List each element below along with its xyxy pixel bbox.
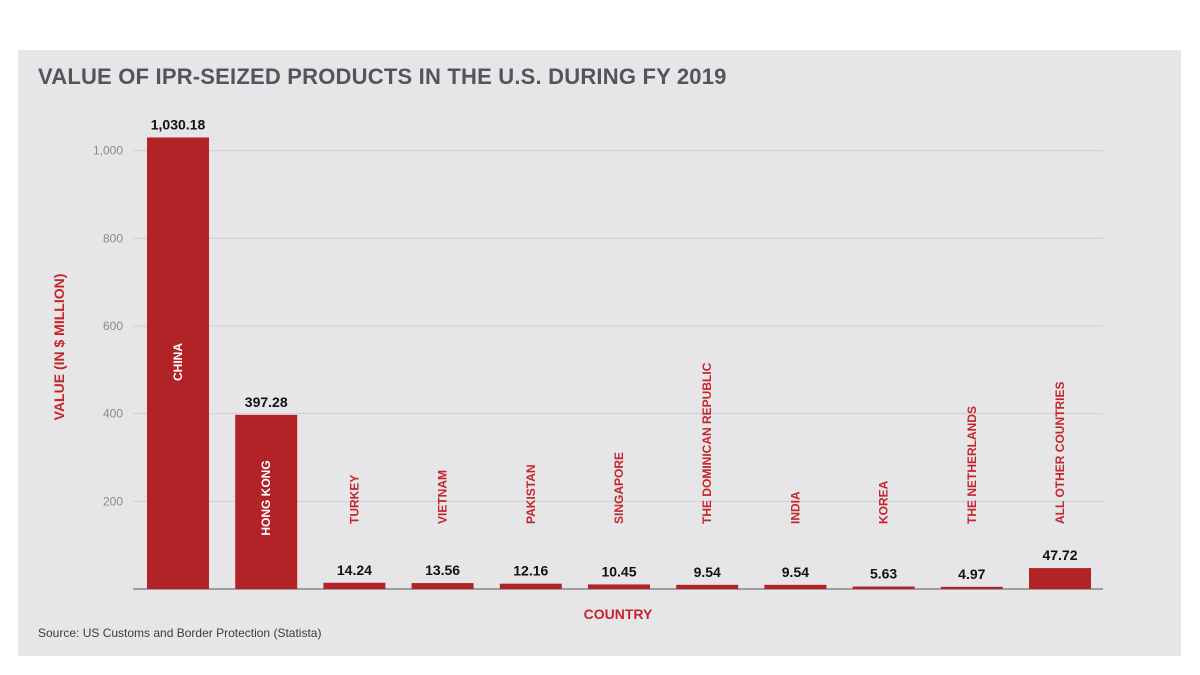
bar-pakistan (499, 583, 562, 589)
category-label-singapore: SINGAPORE (612, 452, 626, 524)
bar-india (764, 584, 827, 589)
bar-vietnam (411, 583, 474, 589)
y-tick-1000: 1,000 (93, 144, 123, 158)
bar-turkey (323, 582, 386, 589)
category-label-pakistan: PAKISTAN (524, 464, 538, 524)
category-label-vietnam: VIETNAM (436, 470, 450, 524)
y-axis-ticks: 200 400 600 800 1,000 (93, 144, 123, 509)
bar-china (147, 137, 209, 589)
value-label-singapore: 10.45 (601, 563, 636, 579)
value-label-the-netherlands: 4.97 (958, 566, 985, 582)
category-label-the-dominican-republic: THE DOMINICAN REPUBLIC (700, 362, 714, 524)
y-tick-600: 600 (103, 319, 123, 333)
source-note: Source: US Customs and Border Protection… (38, 626, 322, 640)
bar-hong-kong (235, 414, 298, 589)
value-label-pakistan: 12.16 (513, 563, 548, 579)
category-label-china: CHINA (171, 343, 185, 381)
y-tick-200: 200 (103, 494, 123, 508)
category-label-india: INDIA (788, 491, 802, 524)
bar-the-dominican-republic (676, 584, 739, 589)
value-label-turkey: 14.24 (337, 562, 372, 578)
bar-singapore (588, 584, 650, 589)
value-label-china: 1,030.18 (151, 116, 206, 132)
bar-chart: 200 400 600 800 1,000 1,030.18 CHINA 397.28 HON… (51, 116, 1103, 622)
y-tick-800: 800 (103, 231, 123, 245)
bar-the-netherlands (940, 586, 1003, 589)
bar-labels: 1,030.18 CHINA 397.28 HONG KONG 14.24 TURKEY 1… (151, 116, 1078, 581)
category-label-the-netherlands: THE NETHERLANDS (965, 406, 979, 524)
category-label-hong-kong: HONG KONG (259, 460, 273, 535)
y-tick-400: 400 (103, 407, 123, 421)
value-label-india: 9.54 (782, 564, 809, 580)
value-label-the-dominican-republic: 9.54 (694, 564, 721, 580)
value-label-korea: 5.63 (870, 566, 897, 582)
bar-korea (852, 586, 915, 589)
category-label-turkey: TURKEY (347, 475, 361, 524)
bars (147, 137, 1091, 589)
category-label-all-other-countries: ALL OTHER COUNTRIES (1053, 382, 1067, 524)
value-label-all-other-countries: 47.72 (1042, 547, 1077, 563)
category-label-korea: KOREA (877, 480, 891, 524)
value-label-vietnam: 13.56 (425, 562, 460, 578)
chart-panel: VALUE OF IPR-SEIZED PRODUCTS IN THE U.S.… (18, 50, 1181, 656)
x-axis-label: COUNTRY (584, 606, 653, 622)
value-label-hong-kong: 397.28 (245, 394, 288, 410)
y-axis-label: VALUE (IN $ MILLION) (51, 274, 67, 421)
bar-all-other-countries (1029, 568, 1091, 589)
chart-title: VALUE OF IPR-SEIZED PRODUCTS IN THE U.S.… (38, 64, 727, 89)
